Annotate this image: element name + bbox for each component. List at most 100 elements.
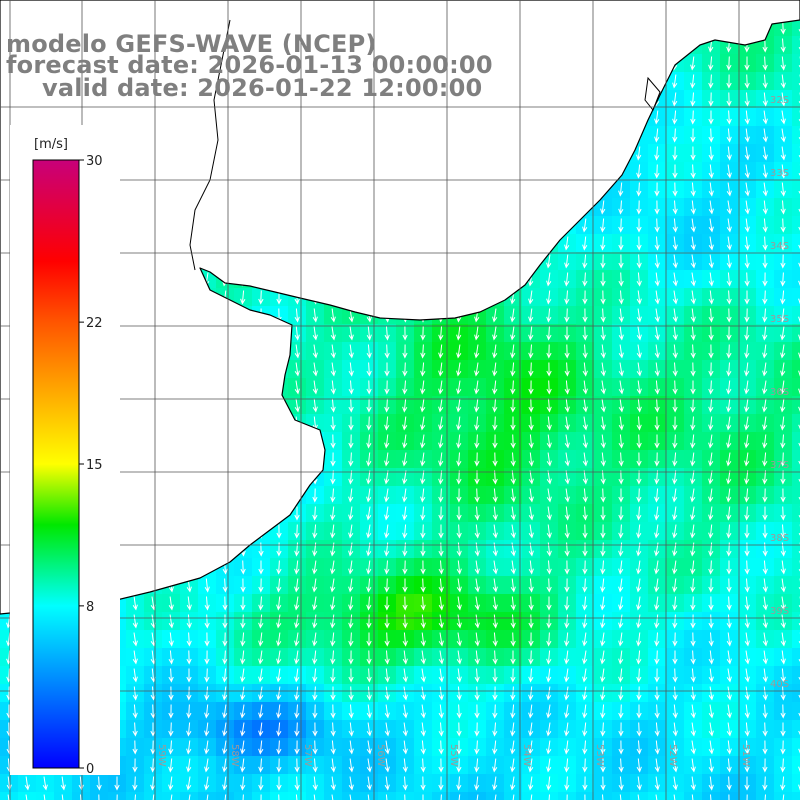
wind-cell [72, 792, 91, 800]
wind-arrow [330, 632, 336, 647]
longitude-label: 56W [375, 744, 386, 767]
wind-arrow [546, 596, 552, 611]
wind-arrow [708, 740, 714, 755]
wind-arrow [744, 452, 750, 467]
wind-arrow [348, 488, 354, 503]
wind-arrow [618, 380, 624, 395]
wind-arrow [384, 578, 390, 593]
wind-arrow [222, 722, 228, 737]
wind-arrow [762, 686, 768, 701]
wind-arrow [726, 686, 732, 701]
wind-arrow [654, 416, 660, 431]
wind-arrow [618, 272, 624, 287]
longitude-label: 52W [667, 744, 678, 767]
wind-arrow [780, 668, 786, 683]
wind-arrow [762, 596, 768, 611]
wind-cell [792, 342, 800, 361]
wind-arrow [762, 632, 768, 647]
wind-arrow [204, 578, 210, 593]
wind-arrow [726, 128, 732, 143]
wind-arrow [384, 596, 390, 611]
wind-arrow [582, 740, 588, 755]
wind-arrow [492, 524, 498, 539]
wind-arrow [600, 614, 606, 629]
wind-arrow [636, 722, 642, 737]
wind-arrow [330, 758, 336, 773]
wind-arrow [564, 290, 570, 305]
longitude-label: 53W [594, 744, 605, 767]
wind-arrow [312, 578, 318, 593]
wind-arrow [366, 632, 372, 647]
wind-arrow [708, 524, 714, 539]
wind-arrow [420, 452, 426, 467]
wind-arrow [384, 776, 390, 791]
wind-arrow [528, 362, 534, 377]
wind-arrow [402, 614, 408, 629]
wind-arrow [384, 416, 390, 431]
wind-arrow [330, 596, 336, 611]
wind-arrow [672, 200, 678, 215]
latitude-label: 37S [770, 460, 789, 471]
wind-arrow [492, 326, 498, 341]
wind-arrow [474, 560, 480, 575]
wind-arrow [564, 758, 570, 773]
wind-arrow [186, 704, 192, 719]
wind-arrow [492, 344, 498, 359]
wind-arrow [546, 650, 552, 665]
wind-arrow [420, 380, 426, 395]
wind-arrow [690, 146, 696, 161]
wind-arrow [708, 776, 714, 791]
wind-arrow [492, 452, 498, 467]
wind-arrow [528, 650, 534, 665]
wind-arrow [744, 650, 750, 665]
wind-arrow [348, 344, 354, 359]
wind-arrow [313, 794, 316, 800]
wind-arrow [636, 362, 642, 377]
wind-arrow [708, 650, 714, 665]
wind-arrow [456, 686, 462, 701]
wind-arrow [744, 74, 750, 89]
wind-arrow [744, 272, 750, 287]
wind-arrow [708, 74, 714, 89]
wind-arrow [132, 722, 138, 737]
wind-arrow [510, 506, 516, 521]
wind-arrow [528, 776, 534, 791]
wind-arrow [438, 632, 444, 647]
wind-arrow [762, 164, 768, 179]
wind-arrow [366, 488, 372, 503]
wind-arrow [726, 488, 732, 503]
wind-arrow [294, 524, 300, 539]
wind-arrow [726, 56, 732, 71]
wind-arrow [636, 308, 642, 323]
wind-arrow [510, 578, 516, 593]
wind-arrow [744, 380, 750, 395]
wind-cell [792, 144, 800, 163]
wind-arrow [240, 290, 246, 305]
wind-arrow [366, 560, 372, 575]
wind-arrow [402, 758, 408, 773]
wind-arrow [726, 272, 732, 287]
wind-arrow [404, 794, 406, 800]
wind-arrow [492, 704, 498, 719]
wind-arrow [276, 722, 282, 737]
wind-arrow [492, 308, 498, 323]
wind-arrow [366, 362, 372, 377]
wind-arrow [546, 326, 552, 341]
wind-arrow [402, 650, 408, 665]
wind-arrow [780, 200, 786, 215]
valid-date: valid date: 2026-01-22 12:00:00 [42, 74, 483, 102]
wind-arrow [564, 722, 570, 737]
wind-arrow [672, 164, 678, 179]
wind-arrow [456, 758, 462, 773]
wind-arrow [402, 470, 408, 485]
wind-arrow [780, 416, 786, 431]
wind-arrow [330, 614, 336, 629]
wind-arrow [186, 776, 192, 791]
wind-arrow [762, 470, 768, 485]
wind-arrow [456, 740, 462, 755]
wind-arrow [582, 686, 588, 701]
wind-arrow [708, 704, 714, 719]
wind-arrow [762, 128, 768, 143]
wind-arrow [600, 254, 606, 269]
wind-arrow [636, 326, 642, 341]
